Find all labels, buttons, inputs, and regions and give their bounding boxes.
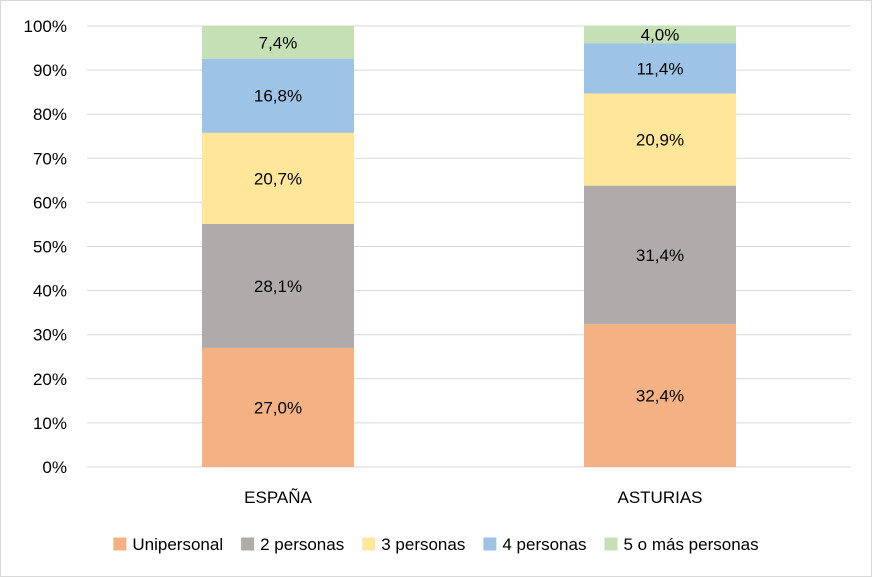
data-label: 28,1% (254, 277, 302, 296)
legend-item: 2 personas (241, 535, 344, 554)
y-tick-label: 0% (42, 458, 67, 477)
data-labels: 27,0% 28,1% 20,7% 16,8% 7,4% 32,4% 31,4% 20,9% 1… (254, 25, 684, 417)
legend-label: 4 personas (502, 535, 586, 554)
y-tick-label: 100% (24, 17, 67, 36)
data-label: 16,8% (254, 87, 302, 106)
y-tick-label: 50% (33, 238, 67, 257)
y-tick-label: 40% (33, 282, 67, 301)
legend-item: 3 personas (362, 535, 465, 554)
legend-item: Unipersonal (113, 535, 223, 554)
bar-segment (202, 224, 354, 348)
bar-segment (202, 58, 354, 133)
y-tick-label: 80% (33, 105, 67, 124)
y-tick-label: 90% (33, 61, 67, 80)
legend-label: 5 o más personas (623, 535, 758, 554)
bar-segment (584, 25, 736, 44)
legend-item: 4 personas (483, 535, 586, 554)
data-label: 7,4% (259, 33, 298, 52)
bar-segment (584, 324, 736, 467)
gridlines (87, 25, 851, 468)
data-label: 20,7% (254, 169, 302, 188)
legend-swatch (113, 537, 127, 551)
legend-label: Unipersonal (132, 535, 223, 554)
data-label: 31,4% (636, 246, 684, 265)
legend: Unipersonal 2 personas 3 personas 4 persona… (113, 535, 759, 554)
x-axis-category-labels: ESPAÑA ASTURIAS (244, 488, 702, 507)
data-label: 4,0% (641, 25, 680, 44)
y-tick-label: 10% (33, 414, 67, 433)
y-axis-tick-labels: 0% 10% 20% 30% 40% 50% 60% 70% 80% 90% 100% (24, 17, 67, 477)
data-label: 27,0% (254, 398, 302, 417)
legend-swatch (604, 537, 618, 551)
y-tick-label: 20% (33, 370, 67, 389)
bar-segment (202, 132, 354, 225)
bar-segment (584, 185, 736, 325)
bar-segment (202, 26, 354, 59)
bar-segment (584, 43, 736, 94)
legend-label: 3 personas (381, 535, 465, 554)
legend-item: 5 o más personas (604, 535, 759, 554)
legend-swatch (362, 537, 376, 551)
bars (202, 25, 736, 467)
data-label: 11,4% (637, 59, 684, 78)
data-label: 20,9% (636, 131, 684, 150)
bar-segment (584, 93, 736, 186)
legend-label: 2 personas (260, 535, 344, 554)
bar-segment (202, 347, 354, 467)
legend-swatch (241, 537, 255, 551)
data-label: 32,4% (636, 387, 684, 406)
category-label: ASTURIAS (617, 488, 702, 507)
category-label: ESPAÑA (244, 488, 312, 507)
y-tick-label: 30% (33, 326, 67, 345)
y-tick-label: 60% (33, 193, 67, 212)
y-tick-label: 70% (33, 149, 67, 168)
legend-swatch (483, 537, 497, 551)
